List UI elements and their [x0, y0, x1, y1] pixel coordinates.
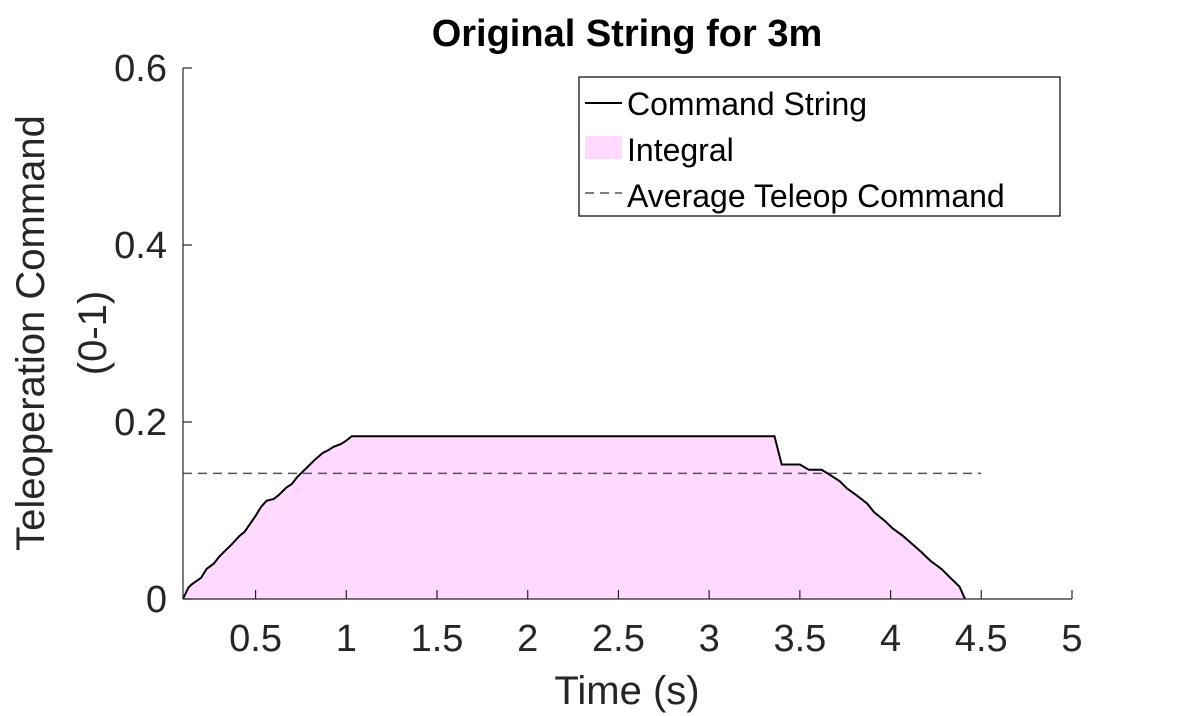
legend-integral-swatch [585, 136, 622, 159]
y-axis-label: Teleoperation Command (0-1) [9, 115, 115, 551]
x-tick-label: 4 [880, 618, 901, 660]
legend-command-string-label: Command String [627, 86, 867, 122]
y-axis-label-line-2: (0-1) [71, 291, 115, 375]
legend-average-label: Average Teleop Command [627, 178, 1005, 214]
integral-area [183, 436, 965, 599]
legend: Command String Integral Average Teleop C… [578, 76, 1061, 217]
y-ticks: 0 0.2 0.4 0.6 [114, 48, 192, 621]
plot-area [182, 435, 982, 600]
x-tick-label: 3.5 [773, 618, 826, 660]
x-tick-label: 0.5 [229, 618, 282, 660]
y-tick-label: 0.2 [114, 402, 167, 444]
axes [182, 68, 1072, 600]
x-tick-label: 2 [517, 618, 538, 660]
y-axis-label-line-1: Teleoperation Command [9, 115, 53, 551]
y-tick-label: 0.4 [114, 225, 167, 267]
x-axis-label: Time (s) [554, 669, 699, 713]
y-tick-label: 0 [146, 579, 167, 621]
x-tick-label: 5 [1061, 618, 1082, 660]
x-tick-label: 2.5 [592, 618, 645, 660]
x-tick-label: 1.5 [411, 618, 464, 660]
x-ticks: 0.5 1 1.5 2 2.5 3 3.5 4 4.5 5 [229, 590, 1083, 660]
y-tick-label: 0.6 [114, 48, 167, 90]
command-string-line [182, 435, 966, 600]
legend-integral-label: Integral [627, 132, 734, 168]
chart-title: Original String for 3m [432, 13, 823, 55]
x-tick-label: 1 [336, 618, 357, 660]
x-tick-label: 4.5 [955, 618, 1008, 660]
legend-box [578, 76, 1061, 217]
x-tick-label: 3 [699, 618, 720, 660]
